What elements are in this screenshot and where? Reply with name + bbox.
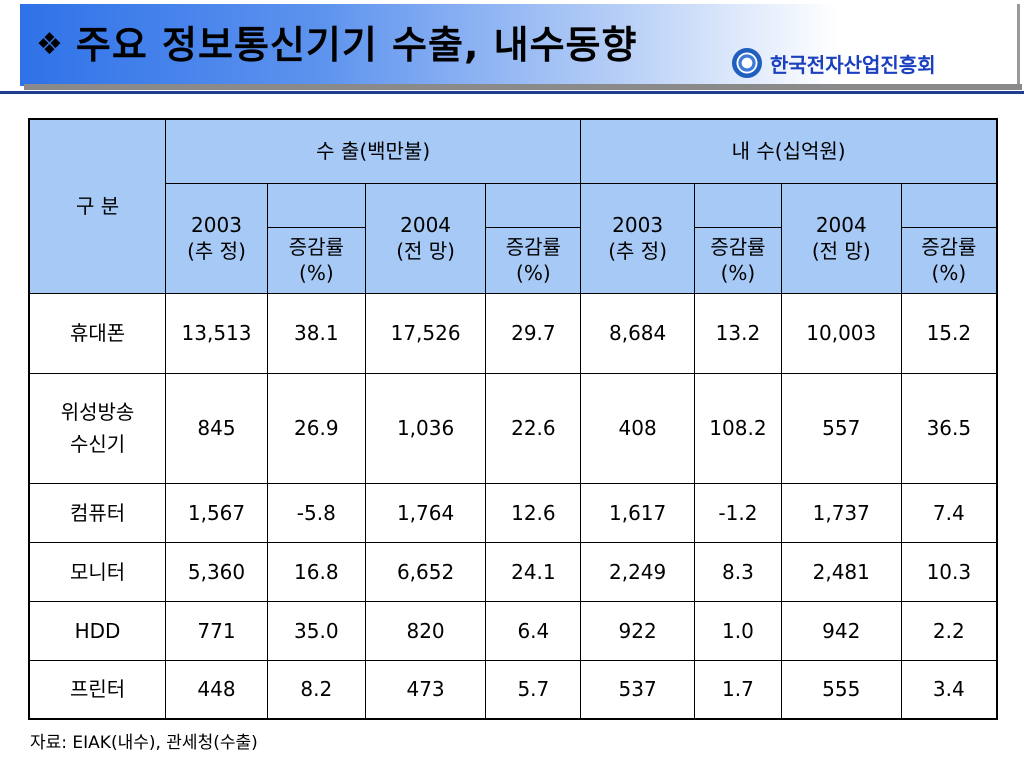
rate-header-spacer — [694, 182, 782, 228]
cell-value: 15.2 — [900, 292, 998, 374]
table-row: 컴퓨터 1,567 -5.8 1,764 12.6 1,617 -1.2 1,7… — [28, 482, 998, 543]
cell-value: 13,513 — [165, 292, 268, 374]
cell-value: 771 — [165, 600, 268, 661]
rate-header: 증감률 (%) — [694, 226, 782, 294]
cell-value: 537 — [580, 659, 695, 720]
cell-value: 26.9 — [266, 372, 366, 484]
title-divider — [0, 91, 1024, 94]
organization-badge: 한국전자산업진흥회 — [732, 48, 936, 78]
table-header-row: 증감률 (%) 증감률 (%) 증감률 (%) 증감률 (%) — [29, 226, 998, 294]
cell-value: 22.6 — [485, 372, 582, 484]
rate-header: 증감률 (%) — [485, 226, 582, 294]
row-label: 휴대폰 — [28, 292, 167, 374]
cell-value: 1,617 — [580, 482, 695, 543]
cell-value: 1,737 — [780, 482, 902, 543]
table-row: 프린터 448 8.2 473 5.7 537 1.7 555 3.4 — [28, 659, 998, 720]
table-row: 위성방송 수신기 845 26.9 1,036 22.6 408 108.2 55… — [28, 372, 998, 484]
cell-value: 2.2 — [900, 600, 998, 661]
cell-value: 35.0 — [266, 600, 366, 661]
cell-value: 108.2 — [694, 372, 782, 484]
cell-value: 10.3 — [900, 541, 998, 602]
cell-value: 2,481 — [780, 541, 902, 602]
cell-value: 7.4 — [900, 482, 998, 543]
cell-value: 845 — [165, 372, 268, 484]
row-label: 프린터 — [28, 659, 167, 720]
diamond-bullet-icon: ❖ — [36, 27, 64, 62]
year-header: 2004 (전 망) — [780, 182, 902, 294]
table-row: 휴대폰 13,513 38.1 17,526 29.7 8,684 13.2 1… — [28, 292, 998, 374]
row-label: 위성방송 수신기 — [28, 372, 167, 484]
cell-value: 16.8 — [266, 541, 366, 602]
cell-value: 17,526 — [364, 292, 487, 374]
cell-value: 29.7 — [485, 292, 582, 374]
rate-header: 증감률 (%) — [900, 226, 998, 294]
cell-value: 8.3 — [694, 541, 782, 602]
cell-value: 1.7 — [694, 659, 782, 720]
source-note: 자료: EIAK(내수), 관세청(수출) — [30, 733, 258, 753]
export-domestic-table: 구 분 수 출(백만불) 내 수(십억원) 2003 (추 정) 2004 (전 망… — [28, 118, 998, 720]
table-row: HDD 771 35.0 820 6.4 922 1.0 942 2.2 — [28, 600, 998, 661]
cell-value: 3.4 — [900, 659, 998, 720]
row-label: HDD — [28, 600, 167, 661]
rate-header: 증감률 (%) — [266, 226, 366, 294]
cell-value: 1.0 — [694, 600, 782, 661]
cell-value: 8,684 — [580, 292, 695, 374]
year-header: 2003 (추 정) — [580, 182, 695, 294]
rate-header-spacer — [266, 182, 366, 228]
cell-value: 13.2 — [694, 292, 782, 374]
cell-value: -5.8 — [266, 482, 366, 543]
cell-value: 12.6 — [485, 482, 582, 543]
cell-value: 6.4 — [485, 600, 582, 661]
cell-value: 448 — [165, 659, 268, 720]
rate-header-spacer — [900, 182, 998, 228]
row-label: 컴퓨터 — [28, 482, 167, 543]
organization-name: 한국전자산업진흥회 — [770, 52, 936, 77]
cell-value: -1.2 — [694, 482, 782, 543]
cell-value: 1,036 — [364, 372, 487, 484]
cell-value: 942 — [780, 600, 902, 661]
page-title-text: 주요 정보통신기기 수출, 내수동향 — [75, 23, 638, 67]
cell-value: 38.1 — [266, 292, 366, 374]
cell-value: 473 — [364, 659, 487, 720]
cell-value: 10,003 — [780, 292, 902, 374]
cell-value: 555 — [780, 659, 902, 720]
cell-value: 1,764 — [364, 482, 487, 543]
cell-value: 820 — [364, 600, 487, 661]
rate-header-spacer — [485, 182, 582, 228]
cell-value: 557 — [780, 372, 902, 484]
table-row: 모니터 5,360 16.8 6,652 24.1 2,249 8.3 2,48… — [28, 541, 998, 602]
title-shadow — [24, 84, 1022, 90]
category-header: 구 분 — [28, 118, 167, 294]
cell-value: 24.1 — [485, 541, 582, 602]
row-label: 모니터 — [28, 541, 167, 602]
table-header-row: 2003 (추 정) 2004 (전 망) 2003 (추 정) 2004 (전 망) — [29, 182, 998, 294]
cell-value: 922 — [580, 600, 695, 661]
cell-value: 2,249 — [580, 541, 695, 602]
cell-value: 408 — [580, 372, 695, 484]
export-group-header: 수 출(백만불) — [165, 118, 582, 184]
table-header-row: 구 분 수 출(백만불) 내 수(십억원) — [28, 118, 998, 294]
title-bar — [20, 4, 1020, 86]
cell-value: 36.5 — [900, 372, 998, 484]
year-header: 2004 (전 망) — [364, 182, 487, 294]
org-emblem-icon — [732, 48, 762, 78]
cell-value: 8.2 — [266, 659, 366, 720]
cell-value: 5.7 — [485, 659, 582, 720]
page-title: ❖ 주요 정보통신기기 수출, 내수동향 — [36, 14, 637, 69]
cell-value: 5,360 — [165, 541, 268, 602]
cell-value: 6,652 — [364, 541, 487, 602]
year-header: 2003 (추 정) — [165, 182, 268, 294]
cell-value: 1,567 — [165, 482, 268, 543]
domestic-group-header: 내 수(십억원) — [580, 118, 998, 184]
